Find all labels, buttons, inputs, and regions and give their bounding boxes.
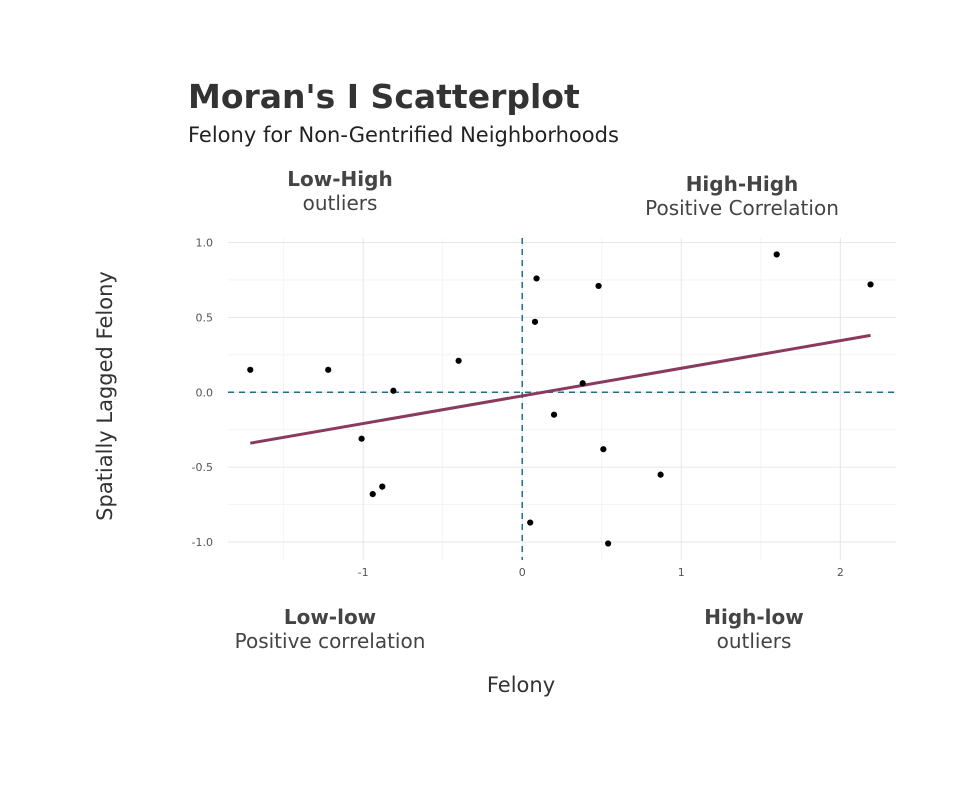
data-points — [247, 251, 874, 547]
quadrant-top-left-text: outliers — [303, 191, 378, 215]
y-tick-label: 1.0 — [196, 236, 214, 249]
fit-line-group — [250, 333, 871, 445]
data-point — [325, 366, 332, 373]
data-point — [455, 357, 462, 364]
x-tick-label: -1 — [358, 566, 369, 579]
y-tick-label: -0.5 — [192, 461, 213, 474]
quadrant-bottom-right-text: outliers — [717, 629, 792, 653]
reference-lines — [228, 238, 896, 560]
x-axis-label: Felony — [487, 673, 555, 697]
quadrant-bottom-left-heading: Low-low — [284, 605, 376, 629]
data-point — [867, 281, 874, 288]
regression-fit-line — [250, 333, 871, 445]
quadrant-bottom-left-text: Positive correlation — [235, 629, 426, 653]
data-point — [595, 282, 602, 290]
data-point — [533, 275, 540, 282]
chart-title: Moran's I Scatterplot — [188, 77, 580, 116]
data-point — [657, 471, 664, 478]
data-point — [773, 251, 780, 258]
y-tick-label: 0.0 — [196, 386, 214, 399]
data-point — [358, 435, 365, 442]
data-point — [390, 387, 397, 394]
y-axis-ticks: -1.0 -0.5 0.0 0.5 1.0 — [192, 236, 213, 549]
data-point — [605, 540, 612, 547]
quadrant-top-right-text: Positive Correlation — [645, 196, 839, 220]
x-axis-ticks: -1 0 1 2 — [358, 566, 844, 579]
x-tick-label: 0 — [519, 566, 526, 579]
x-tick-label: 2 — [837, 566, 844, 579]
y-axis-label: Spatially Lagged Felony — [93, 271, 117, 521]
x-tick-label: 1 — [678, 566, 685, 579]
data-point — [531, 318, 539, 325]
plot-grid — [228, 238, 896, 560]
data-point — [527, 519, 534, 526]
y-tick-label: 0.5 — [196, 311, 214, 324]
data-point — [550, 411, 558, 418]
data-point — [247, 366, 254, 373]
data-point — [369, 491, 376, 498]
y-tick-label: -1.0 — [192, 536, 213, 549]
data-point — [600, 446, 607, 453]
quadrant-top-right-heading: High-High — [686, 172, 799, 196]
data-point — [379, 483, 386, 490]
chart-subtitle: Felony for Non-Gentrified Neighborhoods — [188, 123, 619, 147]
quadrant-bottom-right-heading: High-low — [704, 605, 804, 629]
data-point — [579, 380, 586, 387]
quadrant-top-left-heading: Low-High — [287, 167, 392, 191]
